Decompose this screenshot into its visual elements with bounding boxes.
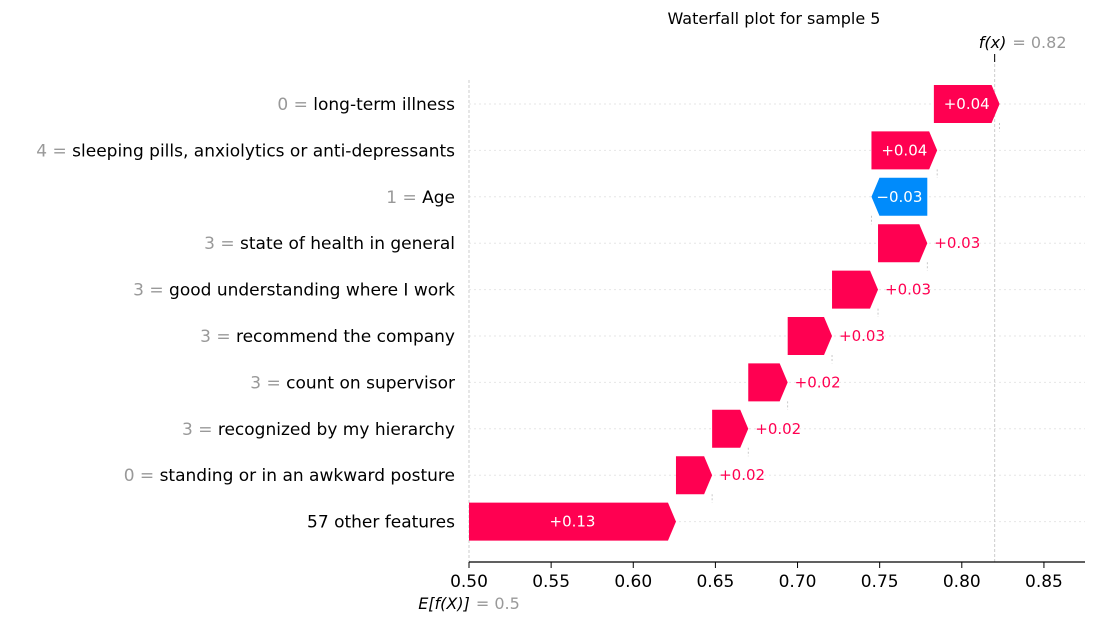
bar-value-label: +0.04 — [944, 95, 990, 113]
feature-value: 3 = — [182, 420, 218, 440]
feature-label: 57 other features — [307, 513, 455, 533]
feature-label: 3 = recognized by my hierarchy — [182, 420, 455, 440]
feature-name: long-term illness — [313, 95, 455, 115]
feature-label: 3 = state of health in general — [204, 234, 455, 254]
bar-value-label: +0.03 — [934, 234, 980, 252]
positive-bar — [676, 456, 712, 494]
feature-value: 3 = — [200, 327, 236, 347]
bar-value-label: +0.02 — [719, 466, 765, 484]
feature-value: 0 = — [277, 95, 313, 115]
feature-value: 3 = — [133, 281, 169, 301]
feature-name: recognized by my hierarchy — [218, 420, 455, 440]
output-value-number: = 0.82 — [1012, 33, 1066, 52]
bar-value-label: +0.02 — [755, 420, 801, 438]
grid-layer — [469, 104, 1085, 522]
feature-value: 4 = — [36, 141, 72, 161]
x-tick-label: 0.55 — [532, 572, 570, 592]
positive-bar — [712, 410, 748, 448]
x-tick-label: 0.50 — [450, 572, 488, 592]
x-tick-label: 0.60 — [614, 572, 652, 592]
feature-label: 3 = count on supervisor — [250, 373, 455, 393]
feature-name: standing or in an awkward posture — [160, 466, 455, 486]
bar-value-label: +0.04 — [881, 141, 927, 159]
positive-bar — [748, 363, 787, 401]
base-value-number: = 0.5 — [476, 594, 520, 613]
feature-value: 3 = — [250, 373, 286, 393]
x-tick-label: 0.65 — [696, 572, 734, 592]
feature-label: 1 = Age — [386, 188, 455, 208]
positive-bar — [878, 224, 927, 262]
feature-labels: 0 = long-term illness 4 = sleeping pills,… — [36, 95, 455, 533]
x-tick-label: 0.75 — [861, 572, 899, 592]
x-tick-label: 0.80 — [943, 572, 981, 592]
feature-name: Age — [422, 188, 455, 208]
bars-layer: +0.04 +0.04 −0.03 +0.03 +0.03 +0.03 +0.02 +0.02… — [469, 85, 1000, 541]
feature-value: 0 = — [124, 466, 160, 486]
feature-name: state of health in general — [240, 234, 455, 254]
feature-label: 3 = recommend the company — [200, 327, 455, 347]
feature-name: count on supervisor — [286, 373, 455, 393]
feature-label: 0 = standing or in an awkward posture — [124, 466, 455, 486]
x-tick-label: 0.85 — [1025, 572, 1063, 592]
base-value-label: E[f(X)] — [418, 594, 470, 613]
reference-lines — [469, 54, 995, 562]
feature-value: 3 = — [204, 234, 240, 254]
output-value-label: f(x) — [979, 33, 1007, 52]
bar-value-label: −0.03 — [876, 188, 922, 206]
positive-bar — [788, 317, 832, 355]
chart-title: Waterfall plot for sample 5 — [668, 9, 881, 28]
positive-bar — [832, 271, 878, 309]
bar-value-label: +0.03 — [839, 327, 885, 345]
feature-name: sleeping pills, anxiolytics or anti-depr… — [72, 141, 455, 161]
x-tick-label: 0.70 — [779, 572, 817, 592]
output-value-annotation: f(x) = 0.82 — [979, 33, 1067, 52]
bar-value-label: +0.13 — [550, 513, 596, 531]
feature-name: recommend the company — [236, 327, 455, 347]
bar-value-label: +0.03 — [885, 281, 931, 299]
feature-name: good understanding where I work — [169, 281, 455, 301]
base-value-annotation: E[f(X)] = 0.5 — [418, 594, 520, 613]
feature-name: 57 other features — [307, 513, 455, 533]
feature-label: 0 = long-term illness — [277, 95, 455, 115]
feature-value: 1 = — [386, 188, 422, 208]
bar-value-label: +0.02 — [795, 373, 841, 391]
feature-label: 3 = good understanding where I work — [133, 281, 455, 301]
feature-label: 4 = sleeping pills, anxiolytics or anti-… — [36, 141, 455, 161]
